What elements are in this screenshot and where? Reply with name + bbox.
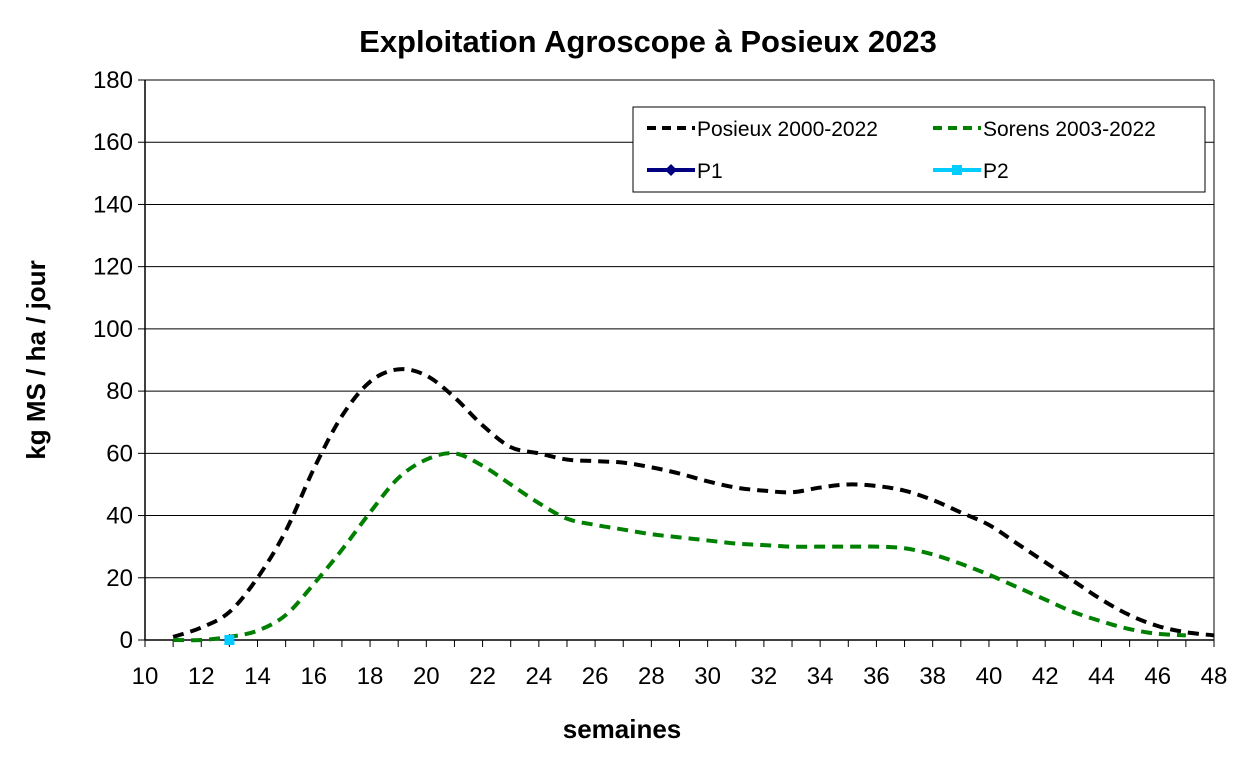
y-tick-label-80: 80 [106, 378, 133, 405]
legend-label-p2: P2 [983, 160, 1009, 183]
y-tick-label-120: 120 [93, 254, 133, 281]
x-tick-label-44: 44 [1088, 663, 1115, 690]
x-tick-label-46: 46 [1144, 663, 1171, 690]
y-axis-ticks: 0 20 40 60 80 100 120 140 160 180 [93, 67, 145, 654]
x-tick-label-34: 34 [807, 663, 834, 690]
series-line-sorens-2003-2022 [173, 451, 1186, 643]
x-tick-label-12: 12 [188, 663, 215, 690]
legend-label-posieux-2000-2022: Posieux 2000-2022 [697, 118, 878, 141]
x-tick-label-14: 14 [244, 663, 271, 690]
legend: Posieux 2000-2022 Sorens 2003-2022 P1 P2 [632, 106, 1206, 193]
x-tick-label-48: 48 [1201, 663, 1228, 690]
data-point-p2-0 [224, 635, 235, 645]
y-tick-label-20: 20 [106, 565, 133, 592]
x-tick-label-28: 28 [638, 663, 665, 690]
y-tick-label-0: 0 [120, 627, 133, 654]
series-group [172, 367, 1215, 646]
series-line-posieux-2000-2022 [172, 367, 1215, 639]
x-tick-label-26: 26 [582, 663, 609, 690]
x-tick-label-32: 32 [751, 663, 778, 690]
legend-marker-p1 [665, 164, 677, 176]
y-tick-label-140: 140 [93, 191, 133, 218]
y-axis-label: kg MS / ha / jour [21, 260, 51, 459]
x-axis-ticks: 10 12 14 16 18 20 22 24 26 28 30 32 34 36 38 40 42 44 46 48 [132, 640, 1228, 690]
x-tick-label-42: 42 [1032, 663, 1059, 690]
x-tick-label-18: 18 [357, 663, 384, 690]
x-tick-label-16: 16 [300, 663, 327, 690]
x-tick-label-30: 30 [694, 663, 721, 690]
legend-label-sorens-2003-2022: Sorens 2003-2022 [983, 118, 1156, 141]
chart-title: Exploitation Agroscope à Posieux 2023 [359, 24, 937, 59]
x-tick-label-38: 38 [919, 663, 946, 690]
x-tick-label-40: 40 [976, 663, 1003, 690]
y-tick-label-100: 100 [93, 316, 133, 343]
y-tick-label-160: 160 [93, 129, 133, 156]
legend-label-p1: P1 [697, 160, 723, 183]
x-tick-label-10: 10 [132, 663, 159, 690]
legend-marker-p2 [952, 165, 962, 175]
x-tick-label-20: 20 [413, 663, 440, 690]
x-tick-label-36: 36 [863, 663, 890, 690]
y-tick-label-180: 180 [93, 67, 133, 94]
x-tick-label-22: 22 [469, 663, 496, 690]
x-tick-label-24: 24 [525, 663, 552, 690]
y-tick-label-40: 40 [106, 503, 133, 530]
y-tick-label-60: 60 [106, 440, 133, 467]
legend-box [632, 106, 1206, 193]
x-axis-label: semaines [563, 714, 682, 744]
